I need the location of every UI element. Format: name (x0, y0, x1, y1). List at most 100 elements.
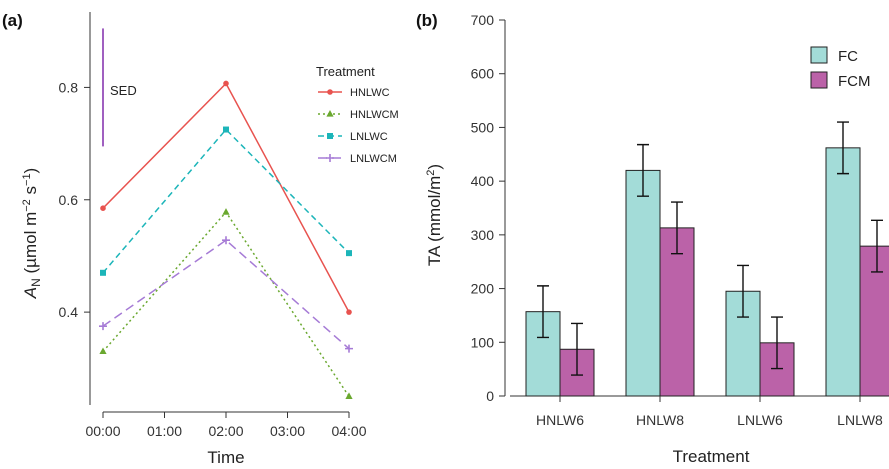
bar-group-hnlw8 (625, 143, 695, 397)
panel-b-x-tick-label: HNLW6 (536, 412, 584, 428)
panel-a-x-tick-label: 02:00 (208, 423, 243, 439)
bar-fc (825, 147, 861, 397)
data-point-lnlwcm (345, 344, 353, 353)
panel-b-y-tick-label: 300 (471, 227, 495, 243)
legend-item-lnlwc: LNLWC (318, 131, 388, 143)
bar-group-hnlw6 (525, 285, 595, 397)
panel-a-y-tick-label: 0.8 (59, 79, 79, 95)
bar-group-lnlw8 (825, 121, 889, 397)
legend-label: HNLWC (350, 87, 390, 99)
panel-a-x-tick-label: 03:00 (270, 423, 305, 439)
legend-label: HNLWCM (350, 109, 399, 121)
panel-a-y-axis-title: AN (µmol m−2 s−1) (21, 168, 43, 299)
series-lnlwc (100, 126, 352, 276)
panel-a-x-ticks: 00:00 01:00 02:00 03:00 04:00 (85, 412, 367, 439)
legend-item-hnlwcm: HNLWCM (318, 109, 399, 121)
panel-b-y-tick-label: 500 (471, 119, 495, 135)
panel-b-x-axis-title: Treatment (673, 447, 750, 466)
panel-a-legend: Treatment HNLWC HNLWCM LNLWC LNLWCM (316, 64, 399, 165)
series-line-hnlwc (102, 82, 350, 313)
series-line-lnlwcm (102, 239, 350, 350)
legend-item-hnlwc: HNLWC (318, 87, 390, 99)
error-bar-fcm (771, 316, 783, 370)
legend-marker (327, 89, 333, 95)
legend-swatch (810, 46, 828, 64)
error-bar-fc (537, 285, 549, 339)
data-point-lnlwcm (222, 236, 230, 245)
bar-fcm (659, 227, 695, 397)
legend-item-fcm: FCM (810, 71, 871, 90)
panel-b-y-tick-label: 0 (486, 388, 494, 404)
bar-group-lnlw6 (725, 264, 795, 397)
error-bar-fcm (671, 201, 683, 255)
panel-b-y-ticks: 0 100 200 300 400 500 600 700 (471, 12, 505, 404)
panel-a-x-tick-label: 00:00 (85, 423, 120, 439)
panel-b-label: (b) (416, 11, 438, 30)
data-point-hnlwcm (345, 392, 353, 399)
panel-a-ylabel-exp2: −1 (21, 173, 33, 186)
panel-b-x-tick-label: HNLW8 (636, 412, 684, 428)
panel-a-ylabel-sub: N (29, 278, 43, 287)
panel-a-ylabel-main: A (21, 287, 40, 299)
panel-a-y-tick-label: 0.6 (59, 192, 79, 208)
panel-a-ylabel-close: ) (21, 168, 40, 174)
panel-a-label: (a) (2, 11, 23, 30)
series-lnlwcm (99, 236, 353, 353)
panel-a-series (99, 80, 353, 399)
panel-a-legend-items: HNLWC HNLWCM LNLWC LNLWCM (318, 87, 399, 165)
legend-item-lnlwcm: LNLWCM (318, 153, 397, 165)
panel-b-y-tick-label: 400 (471, 173, 495, 189)
panel-b-ylabel-close: ) (425, 164, 444, 170)
bar-fc (625, 169, 661, 397)
panel-b-x-tick-label: LNLW8 (837, 412, 883, 428)
series-hnlwc (100, 80, 352, 315)
legend-label: FCM (838, 73, 871, 90)
bar-fcm (859, 245, 889, 397)
panel-a-x-axis-title: Time (207, 448, 244, 467)
legend-marker (326, 154, 334, 162)
sed-label: SED (110, 83, 137, 98)
legend-label: LNLWC (350, 131, 388, 143)
error-bar-fcm (871, 219, 883, 273)
legend-swatch (810, 71, 828, 89)
panel-a-ylabel-mid: s (21, 186, 40, 199)
panel-a-line-chart: (a) 0.40.60.8 00:00 01:00 02:00 03:00 04:00 … (2, 11, 399, 467)
panel-b-y-tick-label: 600 (471, 66, 495, 82)
legend-label: FC (838, 48, 858, 65)
legend-marker (327, 133, 333, 139)
data-point-hnlwcm (99, 347, 107, 355)
error-bar-fc (637, 143, 649, 197)
data-point-lnlwc (346, 250, 352, 257)
legend-label: LNLWCM (350, 153, 397, 165)
panel-b-ylabel-exp: 2 (425, 170, 437, 176)
panel-b-y-axis-title: TA (mmol/m2) (425, 164, 444, 266)
data-point-hnlwc (100, 205, 106, 211)
error-bar-fcm (571, 322, 583, 376)
data-point-lnlwc (223, 126, 229, 133)
panel-b-y-tick-label: 100 (471, 334, 495, 350)
panel-b-x-tick-label: LNLW6 (737, 412, 783, 428)
panel-a-ylabel-exp1: −2 (21, 199, 33, 212)
data-point-hnlwc (223, 80, 229, 87)
data-point-lnlwcm (99, 322, 107, 331)
error-bar-fc (837, 121, 849, 175)
series-line-lnlwc (102, 128, 350, 274)
panel-b-y-tick-label: 700 (471, 12, 495, 28)
data-point-lnlwc (100, 269, 106, 276)
legend-title: Treatment (316, 64, 375, 79)
panel-a-x-tick-label: 01:00 (147, 423, 182, 439)
error-bar-fc (737, 264, 749, 318)
panel-a-ylabel-unit-pre: (µmol m (21, 212, 40, 278)
panel-a-y-ticks: 0.4 0.6 0.8 (59, 79, 90, 320)
panel-b-ylabel-pre: TA (mmol/m (425, 176, 444, 266)
series-hnlwcm (99, 208, 353, 399)
data-point-hnlwcm (222, 208, 230, 215)
panel-b-legend: FC FCM (810, 46, 871, 90)
legend-marker (326, 110, 334, 117)
panel-a-x-tick-label: 04:00 (331, 423, 366, 439)
panel-a-y-tick-label: 0.4 (59, 304, 79, 320)
legend-item-fc: FC (810, 46, 858, 65)
panel-b-y-tick-label: 200 (471, 281, 495, 297)
panel-b-bars (525, 121, 889, 397)
